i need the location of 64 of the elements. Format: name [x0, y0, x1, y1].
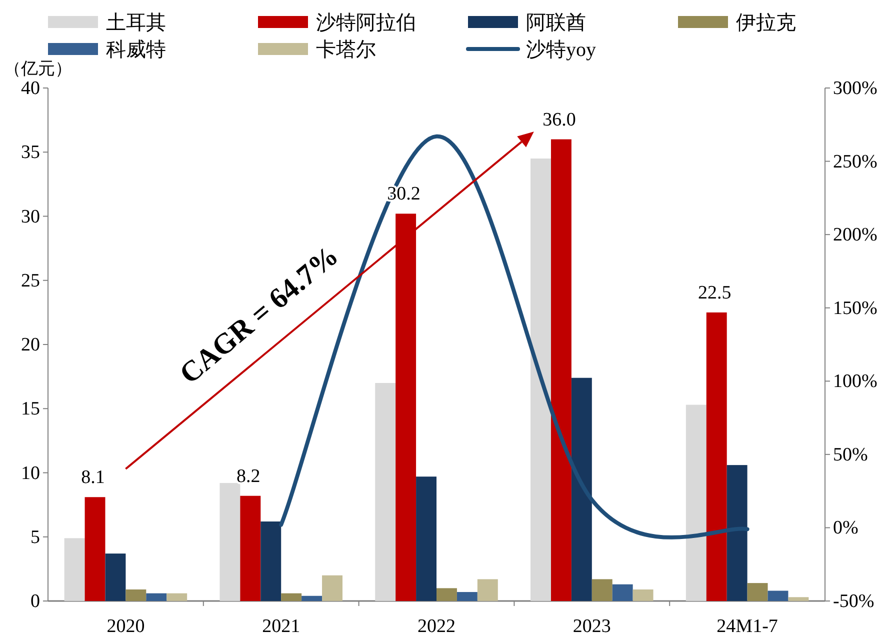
bar — [530, 158, 551, 601]
bar — [281, 593, 302, 601]
y-tick-label: 15 — [21, 398, 40, 420]
bar — [64, 538, 85, 601]
legend-label: 卡塔尔 — [316, 39, 376, 61]
legend-label: 伊拉克 — [736, 12, 796, 34]
y2-tick-label: 50% — [833, 444, 868, 466]
bar — [260, 521, 282, 601]
bar — [686, 404, 706, 601]
bar — [550, 139, 572, 601]
bar — [456, 592, 478, 601]
y2-tick-label: 200% — [833, 224, 878, 246]
y-tick-label: 25 — [21, 270, 40, 292]
y-tick-label: 0 — [30, 591, 40, 612]
y2-tick-label: 250% — [833, 151, 878, 172]
bar — [375, 382, 396, 601]
legend-label: 沙特yoy — [526, 39, 596, 61]
x-tick-label: 2021 — [262, 616, 300, 634]
y2-tick-label: 150% — [833, 298, 878, 319]
data-label: 22.5 — [698, 282, 732, 304]
data-label: 8.1 — [81, 467, 105, 488]
bar — [571, 378, 592, 601]
legend-label: 阿联酋 — [526, 12, 586, 34]
bar — [416, 476, 436, 601]
bar — [612, 584, 633, 601]
bar — [146, 593, 167, 601]
bar — [105, 554, 126, 601]
y-tick-label: 5 — [30, 526, 40, 548]
x-tick-label: 2023 — [572, 616, 611, 634]
bar — [240, 496, 261, 601]
y-tick-label: 30 — [21, 206, 40, 228]
bar — [768, 590, 788, 601]
data-label: 8.2 — [236, 466, 260, 487]
bar — [747, 583, 768, 601]
y-axis-title: （亿元） — [4, 59, 72, 78]
bar — [84, 497, 106, 601]
bar — [220, 483, 240, 601]
y2-tick-label: 300% — [833, 78, 878, 99]
data-label: 36.0 — [542, 109, 576, 130]
legend-label: 科威特 — [106, 39, 166, 61]
bar — [322, 575, 342, 601]
bar — [477, 579, 498, 601]
bar — [436, 588, 457, 601]
y2-tick-label: 100% — [833, 371, 878, 392]
y-tick-label: 40 — [21, 78, 40, 99]
bar — [302, 596, 322, 601]
y-tick-label: 10 — [21, 462, 40, 484]
bar — [592, 579, 612, 601]
y2-tick-label: 0% — [833, 518, 858, 539]
x-tick-label: 24M1-7 — [716, 616, 778, 634]
legend-label: 土耳其 — [106, 12, 166, 34]
y2-tick-label: -50% — [833, 591, 874, 612]
y-tick-label: 35 — [21, 142, 40, 164]
bar — [788, 597, 809, 601]
legend-label: 沙特阿拉伯 — [316, 12, 416, 34]
bar — [726, 465, 748, 601]
bar — [706, 312, 727, 601]
bar — [632, 589, 654, 601]
y-tick-label: 20 — [21, 334, 40, 356]
bar — [126, 589, 146, 601]
x-tick-label: 2020 — [106, 616, 145, 634]
bar — [396, 214, 416, 601]
x-tick-label: 2022 — [418, 616, 456, 634]
bar — [166, 593, 188, 601]
